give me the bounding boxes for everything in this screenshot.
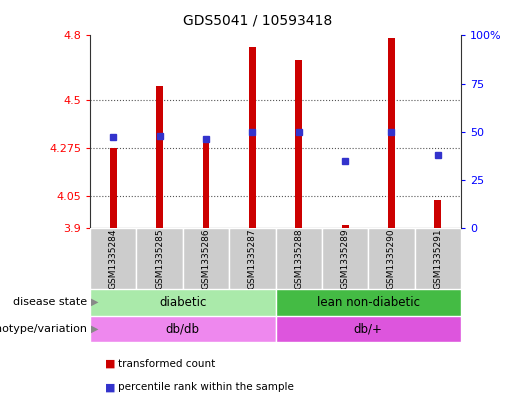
Text: transformed count: transformed count <box>118 359 216 369</box>
Text: GSM1335289: GSM1335289 <box>340 228 350 289</box>
Bar <box>388 37 395 228</box>
Text: db/db: db/db <box>166 322 200 336</box>
Bar <box>322 228 368 289</box>
Text: ■: ■ <box>106 359 116 369</box>
Bar <box>156 86 163 228</box>
Bar <box>229 228 276 289</box>
Bar <box>249 47 256 228</box>
Bar <box>136 228 183 289</box>
Text: GSM1335286: GSM1335286 <box>201 228 211 289</box>
Text: GSM1335284: GSM1335284 <box>109 228 118 288</box>
Text: ■: ■ <box>106 382 116 393</box>
Bar <box>90 316 276 342</box>
Text: genotype/variation: genotype/variation <box>0 324 88 334</box>
Text: GSM1335288: GSM1335288 <box>294 228 303 289</box>
Bar <box>276 289 461 316</box>
Text: percentile rank within the sample: percentile rank within the sample <box>118 382 295 393</box>
Text: GSM1335285: GSM1335285 <box>155 228 164 289</box>
Bar <box>90 228 136 289</box>
Text: disease state: disease state <box>13 297 88 307</box>
Text: ▶: ▶ <box>91 324 99 334</box>
Bar <box>110 148 117 228</box>
Bar <box>368 228 415 289</box>
Text: diabetic: diabetic <box>159 296 207 309</box>
Text: ▶: ▶ <box>91 297 99 307</box>
Text: GSM1335291: GSM1335291 <box>433 228 442 289</box>
Text: GSM1335290: GSM1335290 <box>387 228 396 289</box>
Bar <box>341 225 349 228</box>
Text: db/+: db/+ <box>354 322 383 336</box>
Bar <box>276 316 461 342</box>
Bar <box>183 228 229 289</box>
Bar <box>202 137 210 228</box>
Text: GSM1335287: GSM1335287 <box>248 228 257 289</box>
Bar <box>415 228 461 289</box>
Text: GDS5041 / 10593418: GDS5041 / 10593418 <box>183 14 332 28</box>
Text: lean non-diabetic: lean non-diabetic <box>317 296 420 309</box>
Bar <box>295 60 302 228</box>
Bar <box>276 228 322 289</box>
Bar <box>90 289 276 316</box>
Bar <box>434 200 441 228</box>
